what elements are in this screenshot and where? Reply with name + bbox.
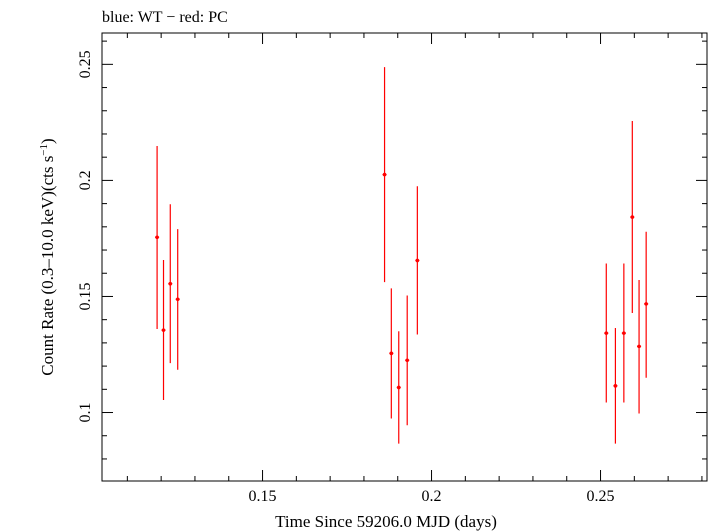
chart-title: blue: WT − red: PC [102, 9, 228, 26]
data-point [604, 263, 609, 403]
x-tick-label: 0.25 [587, 488, 615, 505]
data-series-pc [155, 67, 649, 444]
point-marker [168, 281, 173, 286]
y-axis: 0.1 0.15 0.2 0.25 [77, 40, 707, 460]
x-tick-label: 0.15 [249, 488, 277, 505]
data-point [621, 263, 626, 403]
point-marker [630, 215, 635, 219]
data-point [630, 120, 635, 313]
point-marker [637, 344, 641, 349]
x-axis: 0.15 0.2 0.25 [126, 33, 703, 505]
data-point [175, 229, 180, 370]
point-marker [604, 331, 609, 335]
point-marker [396, 385, 401, 390]
y-axis-label-exponent: −1 [38, 144, 50, 156]
data-point [389, 288, 394, 419]
data-point [161, 260, 166, 400]
point-marker [613, 384, 618, 388]
data-point [637, 279, 642, 414]
data-point [415, 186, 420, 335]
data-point [396, 331, 401, 444]
point-marker [415, 258, 420, 263]
point-marker [389, 351, 394, 356]
y-tick-label: 0.25 [77, 50, 94, 78]
data-point [382, 67, 387, 283]
point-marker [382, 172, 387, 177]
y-axis-label: Count Rate (0.3–10.0 keV)(cts s−1) [38, 138, 57, 375]
point-marker [405, 358, 410, 363]
point-marker [644, 302, 648, 306]
point-marker [622, 331, 626, 335]
y-tick-label: 0.1 [77, 403, 94, 423]
y-axis-label-close: ) [38, 138, 57, 144]
y-axis-label-main: Count Rate (0.3–10.0 keV)(cts s [38, 156, 57, 376]
plot-frame [101, 32, 708, 482]
point-marker [155, 235, 159, 240]
data-point [644, 231, 649, 378]
x-tick-label: 0.2 [422, 488, 442, 505]
data-point [168, 204, 173, 364]
point-marker [175, 297, 180, 302]
data-point [155, 146, 160, 329]
y-tick-label: 0.15 [77, 282, 94, 310]
x-axis-label: Time Since 59206.0 MJD (days) [275, 512, 497, 531]
y-tick-label: 0.2 [77, 170, 94, 190]
data-point [405, 295, 410, 426]
point-marker [161, 328, 166, 332]
data-point [613, 328, 618, 444]
